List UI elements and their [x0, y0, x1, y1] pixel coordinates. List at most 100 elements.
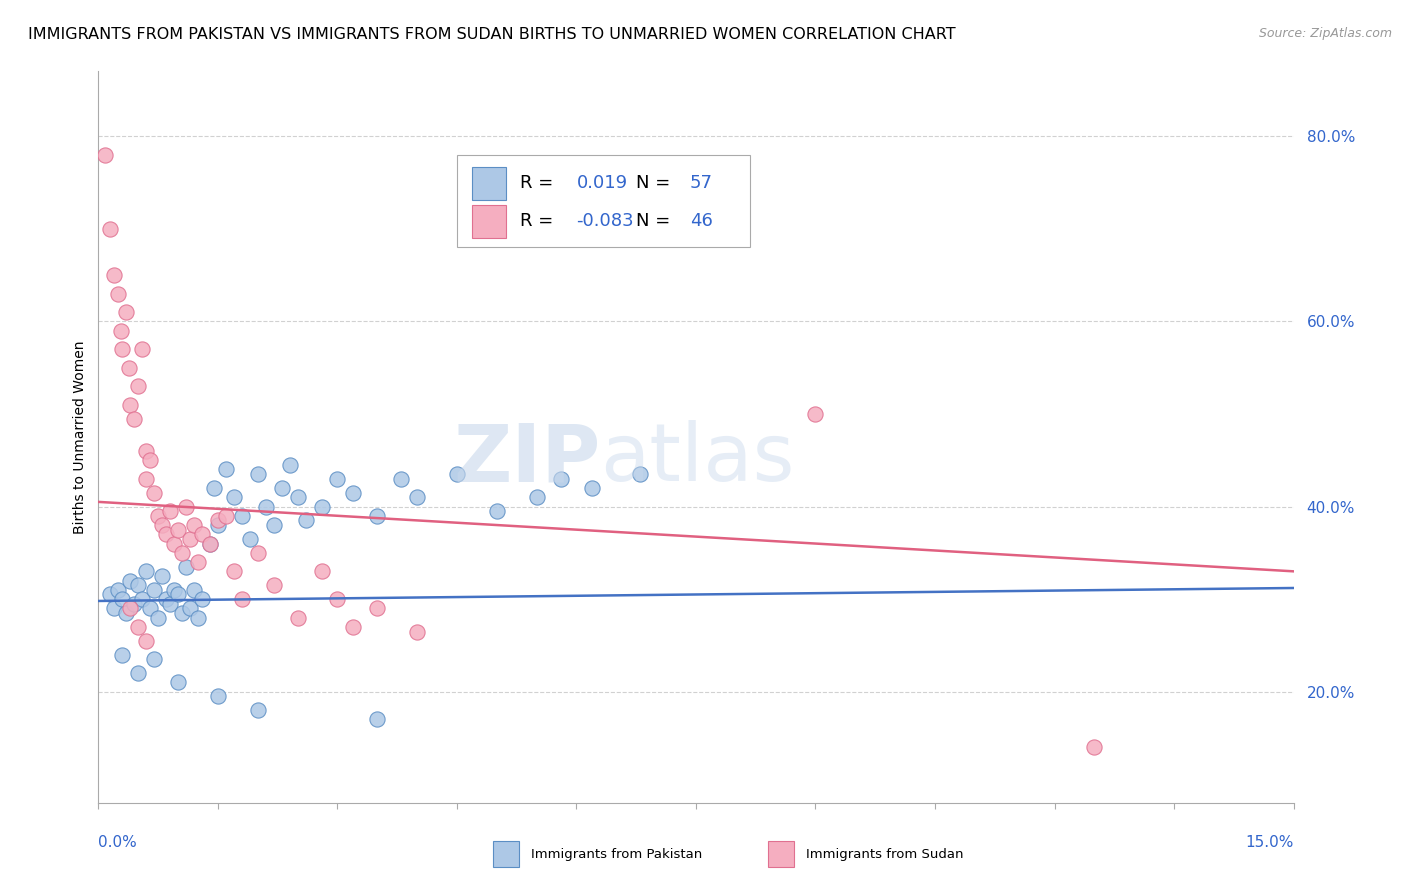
- Point: [550, 472, 572, 486]
- Point: [263, 578, 285, 592]
- Point: [159, 597, 181, 611]
- Point: [143, 652, 166, 666]
- Point: [143, 485, 166, 500]
- FancyBboxPatch shape: [472, 167, 506, 200]
- Point: [135, 565, 157, 579]
- Point: [124, 411, 146, 425]
- Point: [159, 504, 181, 518]
- Point: [526, 490, 548, 504]
- Point: [222, 490, 245, 504]
- Point: [263, 518, 285, 533]
- Point: [98, 221, 122, 235]
- Point: [103, 268, 125, 282]
- Point: [174, 559, 197, 574]
- Point: [222, 565, 245, 579]
- Point: [127, 620, 149, 634]
- Point: [163, 582, 186, 597]
- Text: 15.0%: 15.0%: [1246, 835, 1294, 850]
- Point: [270, 481, 292, 495]
- Point: [172, 546, 194, 560]
- Point: [150, 569, 173, 583]
- Text: IMMIGRANTS FROM PAKISTAN VS IMMIGRANTS FROM SUDAN BIRTHS TO UNMARRIED WOMEN CORR: IMMIGRANTS FROM PAKISTAN VS IMMIGRANTS F…: [28, 27, 956, 42]
- Point: [163, 536, 186, 550]
- Point: [148, 508, 170, 523]
- Text: N =: N =: [636, 212, 676, 230]
- FancyBboxPatch shape: [472, 205, 506, 238]
- Point: [150, 518, 173, 533]
- Point: [326, 592, 349, 607]
- Point: [111, 648, 134, 662]
- Point: [207, 690, 229, 704]
- Point: [231, 508, 253, 523]
- Point: [191, 527, 214, 541]
- Point: [120, 601, 142, 615]
- Point: [311, 565, 333, 579]
- Point: [135, 444, 157, 458]
- Point: [179, 601, 201, 615]
- Text: Source: ZipAtlas.com: Source: ZipAtlas.com: [1258, 27, 1392, 40]
- Point: [127, 379, 149, 393]
- Text: 46: 46: [690, 212, 713, 230]
- Text: Immigrants from Pakistan: Immigrants from Pakistan: [531, 847, 702, 861]
- Point: [198, 536, 221, 550]
- Point: [366, 601, 388, 615]
- Point: [115, 606, 138, 620]
- Point: [111, 592, 134, 607]
- Point: [118, 360, 141, 375]
- Point: [246, 703, 269, 717]
- Text: -0.083: -0.083: [576, 212, 634, 230]
- Point: [311, 500, 333, 514]
- Point: [107, 582, 129, 597]
- Point: [167, 587, 190, 601]
- Point: [389, 472, 412, 486]
- Point: [231, 592, 253, 607]
- Point: [202, 481, 225, 495]
- Point: [155, 527, 177, 541]
- Point: [115, 305, 138, 319]
- Point: [446, 467, 468, 482]
- Point: [131, 592, 153, 607]
- Point: [139, 601, 162, 615]
- Text: R =: R =: [520, 174, 560, 193]
- Point: [278, 458, 301, 472]
- Point: [287, 490, 309, 504]
- Point: [135, 633, 157, 648]
- Text: N =: N =: [636, 174, 676, 193]
- Point: [628, 467, 651, 482]
- Text: atlas: atlas: [600, 420, 794, 498]
- Point: [342, 620, 364, 634]
- Point: [127, 578, 149, 592]
- FancyBboxPatch shape: [494, 841, 519, 867]
- Y-axis label: Births to Unmarried Women: Births to Unmarried Women: [73, 341, 87, 533]
- Point: [198, 536, 221, 550]
- Point: [103, 601, 125, 615]
- Point: [155, 592, 177, 607]
- Point: [179, 532, 201, 546]
- Point: [406, 624, 429, 639]
- Point: [120, 574, 142, 588]
- Text: ZIP: ZIP: [453, 420, 600, 498]
- Point: [191, 592, 214, 607]
- FancyBboxPatch shape: [457, 155, 749, 247]
- Point: [143, 582, 166, 597]
- Point: [485, 504, 508, 518]
- Point: [287, 610, 309, 624]
- Point: [406, 490, 429, 504]
- Point: [207, 513, 229, 527]
- Text: Immigrants from Sudan: Immigrants from Sudan: [806, 847, 963, 861]
- Point: [127, 666, 149, 681]
- Point: [139, 453, 162, 467]
- Point: [239, 532, 262, 546]
- Point: [183, 518, 205, 533]
- Point: [342, 485, 364, 500]
- Point: [804, 407, 827, 421]
- Text: 0.0%: 0.0%: [98, 835, 138, 850]
- Text: 57: 57: [690, 174, 713, 193]
- Point: [1083, 740, 1105, 755]
- Point: [187, 610, 209, 624]
- Point: [207, 518, 229, 533]
- Point: [111, 342, 134, 356]
- Text: 0.019: 0.019: [576, 174, 627, 193]
- Point: [183, 582, 205, 597]
- Point: [187, 555, 209, 569]
